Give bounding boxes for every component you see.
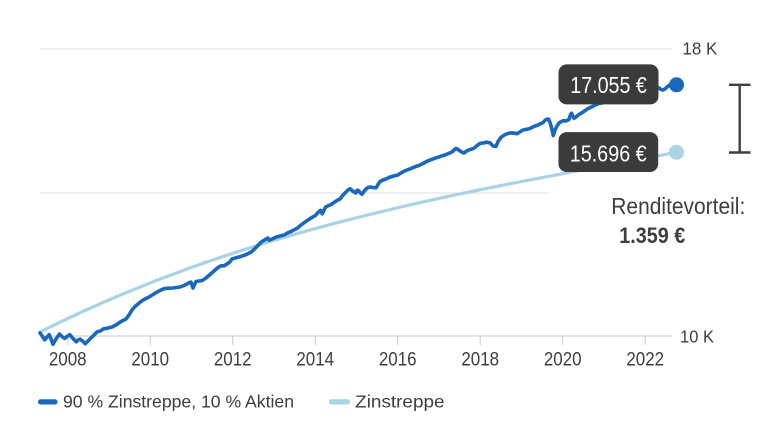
svg-text:15.696 €: 15.696 € [570, 141, 647, 167]
svg-text:10 K: 10 K [680, 326, 714, 346]
svg-text:Zinstreppe: Zinstreppe [355, 391, 444, 411]
svg-text:2012: 2012 [214, 349, 252, 371]
svg-text:2020: 2020 [544, 349, 582, 371]
svg-text:2018: 2018 [461, 349, 499, 371]
svg-text:18 K: 18 K [682, 39, 717, 59]
svg-text:2016: 2016 [379, 349, 417, 371]
svg-text:2022: 2022 [626, 349, 664, 371]
svg-text:90 % Zinstreppe, 10 % Aktien: 90 % Zinstreppe, 10 % Aktien [63, 391, 294, 411]
svg-text:2014: 2014 [296, 349, 334, 371]
svg-text:2008: 2008 [49, 349, 87, 371]
svg-text:17.055 €: 17.055 € [570, 72, 647, 98]
svg-text:2010: 2010 [131, 349, 169, 371]
svg-text:1.359 €: 1.359 € [619, 223, 685, 248]
svg-text:Renditevorteil:: Renditevorteil: [611, 193, 745, 219]
